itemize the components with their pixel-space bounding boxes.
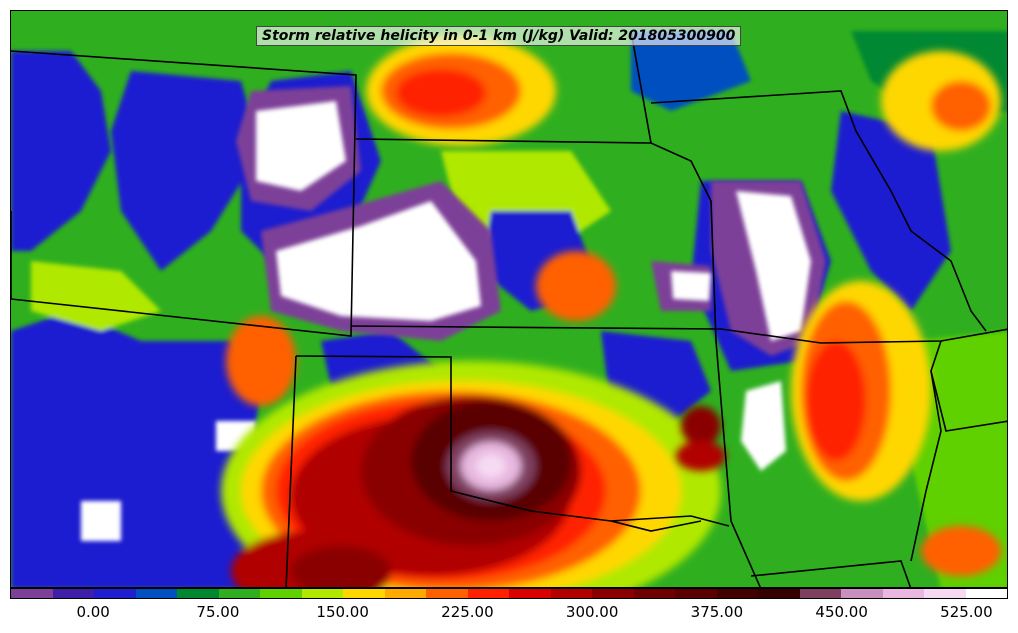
- colorbar-bin: [94, 589, 136, 598]
- colorbar-bin: [550, 589, 592, 598]
- colorbar-bin: [509, 589, 551, 598]
- colorbar-bin: [218, 589, 260, 598]
- colorbar-bin: [633, 589, 675, 598]
- colorbar-tick-label: 375.00: [690, 603, 744, 621]
- colorbar-bin: [799, 589, 841, 598]
- state-boundaries: [11, 30, 1007, 587]
- colorbar-tick-label: 450.00: [815, 603, 868, 621]
- colorbar-tick-label: 0.00: [76, 603, 110, 621]
- colorbar-tick-label: 300.00: [565, 603, 619, 621]
- colorbar-bin: [716, 589, 758, 598]
- north-red-blob: [226, 36, 1001, 406]
- colorbar-bin: [758, 589, 800, 598]
- colorbar-bin: [301, 589, 343, 598]
- colorbar: [10, 588, 1008, 599]
- map-frame: Storm relative helicity in 0-1 km (J/kg)…: [10, 10, 1008, 588]
- colorbar-bin: [841, 589, 883, 598]
- colorbar-bin: [384, 589, 426, 598]
- east-red-band: [676, 281, 1001, 576]
- colorbar-bin: [965, 589, 1007, 598]
- colorbar-bin: [177, 589, 219, 598]
- colorbar-bin: [260, 589, 302, 598]
- colorbar-tick-label: 75.00: [196, 603, 240, 621]
- colorbar-bin: [467, 589, 509, 598]
- white-region: [81, 101, 811, 556]
- colorbar-bin: [52, 589, 94, 598]
- colorbar-bin: [426, 589, 468, 598]
- colorbar-tick-label: 150.00: [316, 603, 369, 621]
- colorbar-bin: [343, 589, 385, 598]
- colorbar-bin: [882, 589, 924, 598]
- colorbar-bin: [924, 589, 966, 598]
- colorbar-bin: [135, 589, 177, 598]
- colorbar-bin: [11, 589, 53, 598]
- colorbar-bin: [592, 589, 634, 598]
- helicity-map: [11, 11, 1007, 587]
- colorbar-bin: [675, 589, 717, 598]
- colorbar-tick-label: 525.00: [940, 603, 993, 621]
- colorbar-tick-label: 225.00: [441, 603, 494, 621]
- map-title: Storm relative helicity in 0-1 km (J/kg)…: [256, 26, 742, 46]
